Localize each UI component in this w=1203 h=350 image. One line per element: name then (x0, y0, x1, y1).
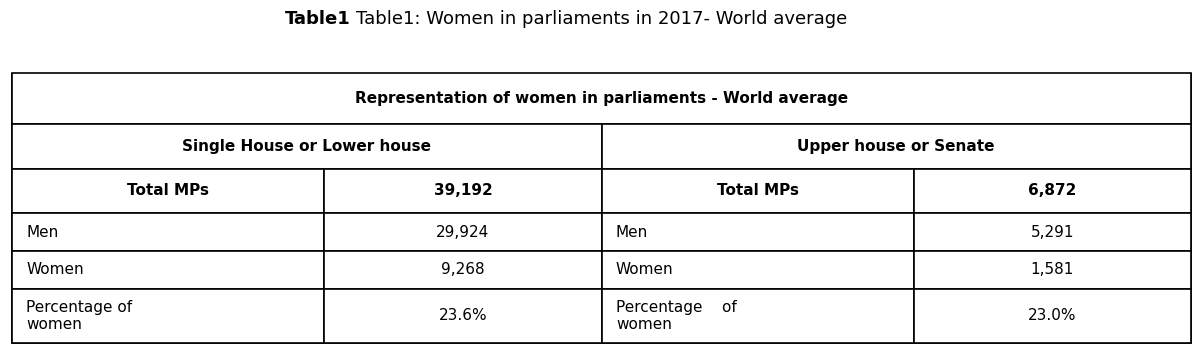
Text: Percentage    of
women: Percentage of women (616, 300, 736, 332)
Bar (12, 251, 325, 289)
Bar (12, 213, 325, 251)
Bar (602, 251, 914, 289)
Bar (325, 251, 602, 289)
Text: Women: Women (616, 262, 674, 277)
Text: Table1: Women in parliaments in 2017- World average: Table1: Women in parliaments in 2017- Wo… (356, 10, 847, 28)
Bar (12, 125, 602, 169)
Text: Representation of women in parliaments - World average: Representation of women in parliaments -… (355, 91, 848, 106)
Bar (602, 169, 914, 213)
Bar (12, 74, 1191, 343)
Text: 1,581: 1,581 (1031, 262, 1074, 277)
Text: Men: Men (26, 225, 59, 240)
Text: 39,192: 39,192 (433, 183, 492, 198)
Bar (12, 289, 325, 343)
Text: 9,268: 9,268 (442, 262, 485, 277)
Text: Percentage of
women: Percentage of women (26, 300, 132, 332)
Text: Women: Women (26, 262, 84, 277)
Text: Table1: Table1 (285, 10, 350, 28)
Bar (914, 169, 1191, 213)
Text: Single House or Lower house: Single House or Lower house (183, 139, 431, 154)
Text: Total MPs: Total MPs (128, 183, 209, 198)
Bar (602, 289, 914, 343)
Bar (12, 169, 325, 213)
Text: Men: Men (616, 225, 648, 240)
Text: Total MPs: Total MPs (717, 183, 799, 198)
Text: 5,291: 5,291 (1031, 225, 1074, 240)
Text: Upper house or Senate: Upper house or Senate (798, 139, 995, 154)
Bar (325, 169, 602, 213)
Bar (914, 289, 1191, 343)
Bar (602, 213, 914, 251)
Text: 29,924: 29,924 (437, 225, 490, 240)
Bar (325, 213, 602, 251)
Text: 6,872: 6,872 (1029, 183, 1077, 198)
Bar (12, 74, 1191, 125)
Text: 23.6%: 23.6% (439, 308, 487, 323)
Bar (914, 251, 1191, 289)
Text: 23.0%: 23.0% (1029, 308, 1077, 323)
Bar (325, 289, 602, 343)
Bar (602, 125, 1191, 169)
Bar (914, 213, 1191, 251)
